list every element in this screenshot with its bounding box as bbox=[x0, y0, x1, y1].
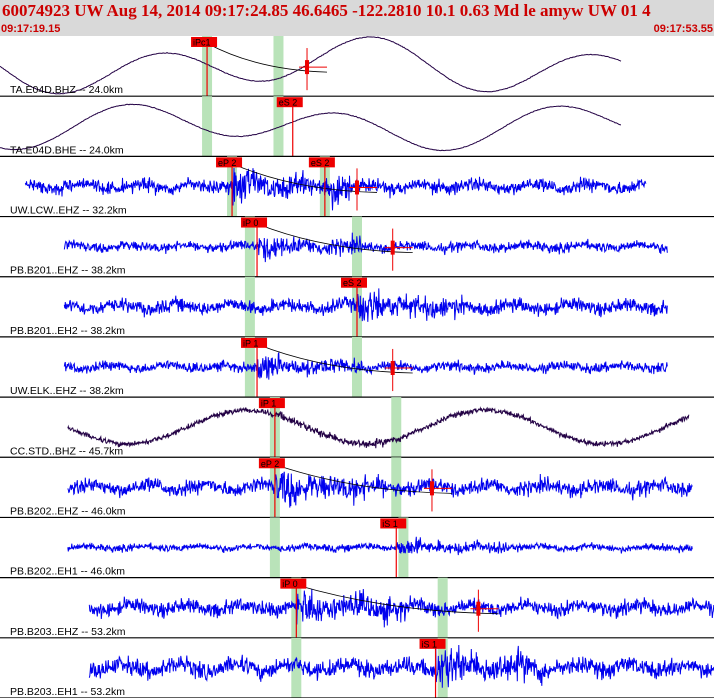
pick-flag bbox=[308, 157, 335, 168]
pick-window bbox=[352, 216, 362, 277]
trace-row: iP 1 CC.STD..BHZ -- 45.7km bbox=[0, 397, 714, 458]
pick-label: iS 1 bbox=[422, 639, 438, 649]
trace-row: iP 0 PB.B201..EHZ -- 38.2km bbox=[0, 216, 714, 278]
channel-label: UW.ELK..EHZ -- 38.2km bbox=[10, 385, 124, 397]
channel-label: PB.B202..EH1 -- 46.0km bbox=[10, 566, 125, 578]
pick-window bbox=[391, 397, 402, 458]
channel-label: PB.B201..EHZ -- 38.2km bbox=[10, 265, 126, 277]
waveform bbox=[24, 167, 647, 211]
coda-curve bbox=[296, 584, 499, 615]
end-time: 09:17:53.55 bbox=[653, 23, 713, 35]
trace-row: eS 2 TA.E04D.BHE -- 24.0km bbox=[0, 96, 714, 157]
pick-flag bbox=[341, 277, 367, 288]
waveform bbox=[88, 644, 714, 688]
pick-label: eS 2 bbox=[279, 98, 298, 108]
waveform bbox=[67, 471, 693, 508]
pick-label: iP 1 bbox=[243, 338, 258, 348]
trace-row: eP 2 PB.B202..EHZ -- 46.0km bbox=[0, 457, 714, 519]
pick-flag bbox=[241, 337, 268, 348]
channel-label: PB.B203..EH1 -- 53.2km bbox=[10, 686, 125, 698]
header-bar: 60074923 UW Aug 14, 2014 09:17:24.85 46.… bbox=[0, 0, 714, 36]
trace-row: iPc1 TA.E04D.BHZ -- 24.0km bbox=[0, 36, 714, 97]
pick-flag bbox=[241, 217, 268, 228]
channel-label: PB.B201..EH2 -- 38.2km bbox=[10, 325, 125, 337]
pick-window bbox=[202, 96, 213, 157]
pick-flag bbox=[419, 638, 446, 649]
pick-label: iPc1 bbox=[193, 38, 211, 48]
pick-flag bbox=[258, 458, 285, 469]
channel-label: PB.B202..EHZ -- 46.0km bbox=[10, 505, 126, 517]
pick-label: iP 1 bbox=[261, 399, 276, 409]
trace-row: eP 2 eS 2 UW.LCW..EHZ -- 32.2km bbox=[0, 156, 714, 218]
trace-row: iP 0 PB.B203..EHZ -- 53.2km bbox=[0, 577, 714, 639]
channel-label: PB.B203..EHZ -- 53.2km bbox=[10, 626, 126, 638]
pick-window bbox=[273, 36, 284, 97]
pick-flag bbox=[280, 578, 307, 589]
waveform bbox=[0, 103, 622, 152]
trace-row: iP 1 UW.ELK..EHZ -- 38.2km bbox=[0, 336, 714, 398]
pick-label: eS 2 bbox=[343, 278, 362, 288]
waveform bbox=[63, 350, 668, 380]
seismogram-panel[interactable]: iPc1 TA.E04D.BHZ -- 24.0km eS 2 TA.E04D.BHE… bbox=[0, 36, 714, 698]
waveform bbox=[88, 588, 714, 628]
pick-label: eS 2 bbox=[311, 158, 330, 168]
event-title: 60074923 UW Aug 14, 2014 09:17:24.85 46.… bbox=[2, 1, 651, 20]
pick-label: iP 0 bbox=[243, 218, 258, 228]
channel-label: UW.LCW..EHZ -- 32.2km bbox=[10, 205, 127, 217]
pick-window bbox=[437, 577, 448, 638]
waveform bbox=[63, 288, 668, 322]
channel-label: TA.E04D.BHZ -- 24.0km bbox=[10, 84, 123, 96]
trace-row: iS 1 PB.B203..EH1 -- 53.2km bbox=[0, 637, 714, 698]
pick-flag bbox=[276, 97, 303, 108]
waveform bbox=[63, 232, 668, 263]
trace-row: eS 2 PB.B201..EH2 -- 38.2km bbox=[0, 276, 714, 338]
channel-label: CC.STD..BHZ -- 45.7km bbox=[10, 445, 123, 457]
pick-flag bbox=[380, 518, 407, 529]
pick-flag bbox=[258, 398, 285, 409]
coda-curve bbox=[274, 464, 452, 494]
pick-label: eP 2 bbox=[261, 459, 279, 469]
pick-label: iP 0 bbox=[282, 579, 297, 589]
channel-label: TA.E04D.BHE -- 24.0km bbox=[10, 144, 124, 156]
pick-window bbox=[273, 96, 284, 157]
trace-row: iS 1 PB.B202..EH1 -- 46.0km bbox=[0, 517, 714, 579]
pick-label: iS 1 bbox=[382, 519, 398, 529]
waveform bbox=[67, 406, 690, 449]
waveform bbox=[67, 536, 693, 556]
pick-window bbox=[291, 637, 302, 698]
pick-label: eP 2 bbox=[218, 158, 236, 168]
pick-flag bbox=[216, 157, 243, 168]
pick-flag bbox=[191, 37, 218, 47]
start-time: 09:17:19.15 bbox=[1, 23, 61, 35]
waveform bbox=[0, 36, 622, 95]
coda-curve bbox=[206, 42, 328, 73]
